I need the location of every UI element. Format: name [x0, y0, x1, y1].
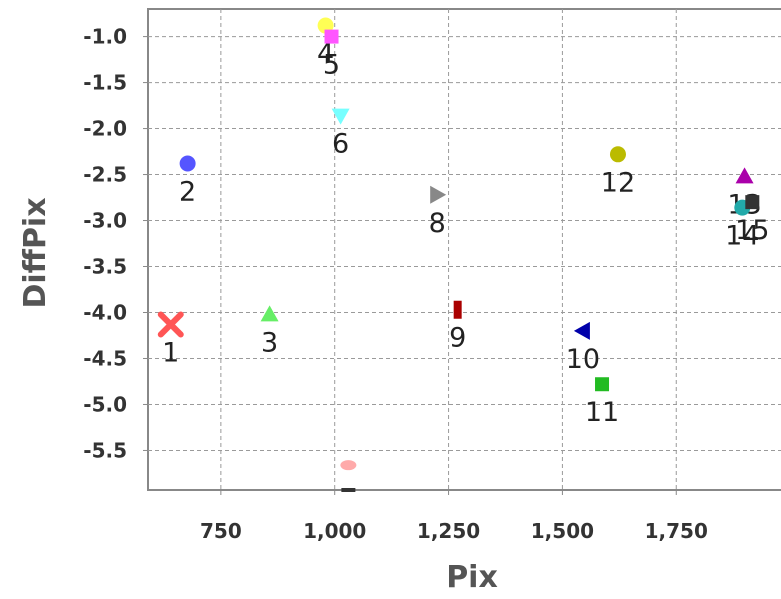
- data-point: [260, 305, 279, 322]
- x-tick-label: 1,000: [303, 519, 366, 543]
- data-point: [340, 460, 357, 471]
- y-tick-label: -2.0: [83, 117, 127, 141]
- grid-lines: [148, 9, 781, 490]
- data-point: [157, 311, 184, 338]
- data-point: [595, 377, 610, 392]
- data-point: [609, 146, 626, 163]
- y-tick-label: -3.5: [83, 255, 127, 279]
- data-point: [430, 185, 447, 204]
- data-point: [331, 108, 350, 125]
- point-label: 9: [449, 323, 466, 354]
- x-tick-label: 750: [200, 519, 242, 543]
- y-tick-label: -2.5: [83, 163, 127, 187]
- point-label: 11: [585, 397, 619, 428]
- data-point: [341, 488, 356, 492]
- x-tick-label: 1,500: [531, 519, 594, 543]
- x-tick-label: 1,250: [417, 519, 480, 543]
- y-tick-label: -3.0: [83, 209, 127, 233]
- y-tick-label: -1.0: [83, 25, 127, 49]
- point-label: 8: [429, 208, 446, 239]
- point-label: 5: [323, 50, 340, 81]
- point-label: 6: [332, 129, 349, 160]
- point-label: 14: [725, 221, 759, 252]
- plot-area: [147, 8, 781, 491]
- y-tick-label: -5.5: [83, 438, 127, 462]
- y-tick-label: -1.5: [83, 71, 127, 95]
- data-point: [324, 29, 339, 44]
- data-point: [573, 321, 590, 340]
- y-tick-label: -4.5: [83, 346, 127, 370]
- point-label: 1: [162, 337, 179, 368]
- data-point: [745, 195, 760, 210]
- data-points: 12345689101112131415: [157, 17, 769, 492]
- x-axis-ticks: 750 1,000 1,250 1,500 1,750: [200, 490, 708, 543]
- point-label: 15: [735, 215, 769, 246]
- y-axis-label: DiffPix: [18, 197, 53, 308]
- x-tick-label: 1,750: [645, 519, 708, 543]
- data-point: [735, 167, 754, 184]
- point-label: 3: [261, 327, 278, 358]
- point-label: 10: [566, 344, 600, 375]
- point-label: 4: [317, 39, 334, 70]
- x-axis-label: Pix: [446, 560, 498, 595]
- y-tick-label: -4.0: [83, 300, 127, 324]
- data-point: [453, 300, 462, 319]
- point-label: 12: [601, 167, 635, 198]
- point-label: 2: [179, 177, 196, 208]
- y-axis-ticks: -1.0 -1.5 -2.0 -2.5 -3.0 -3.5 -4.0 -4.5 -5.0 -5.5: [83, 25, 148, 462]
- y-tick-label: -5.0: [83, 392, 127, 416]
- data-point: [179, 155, 196, 172]
- data-point: [317, 17, 334, 34]
